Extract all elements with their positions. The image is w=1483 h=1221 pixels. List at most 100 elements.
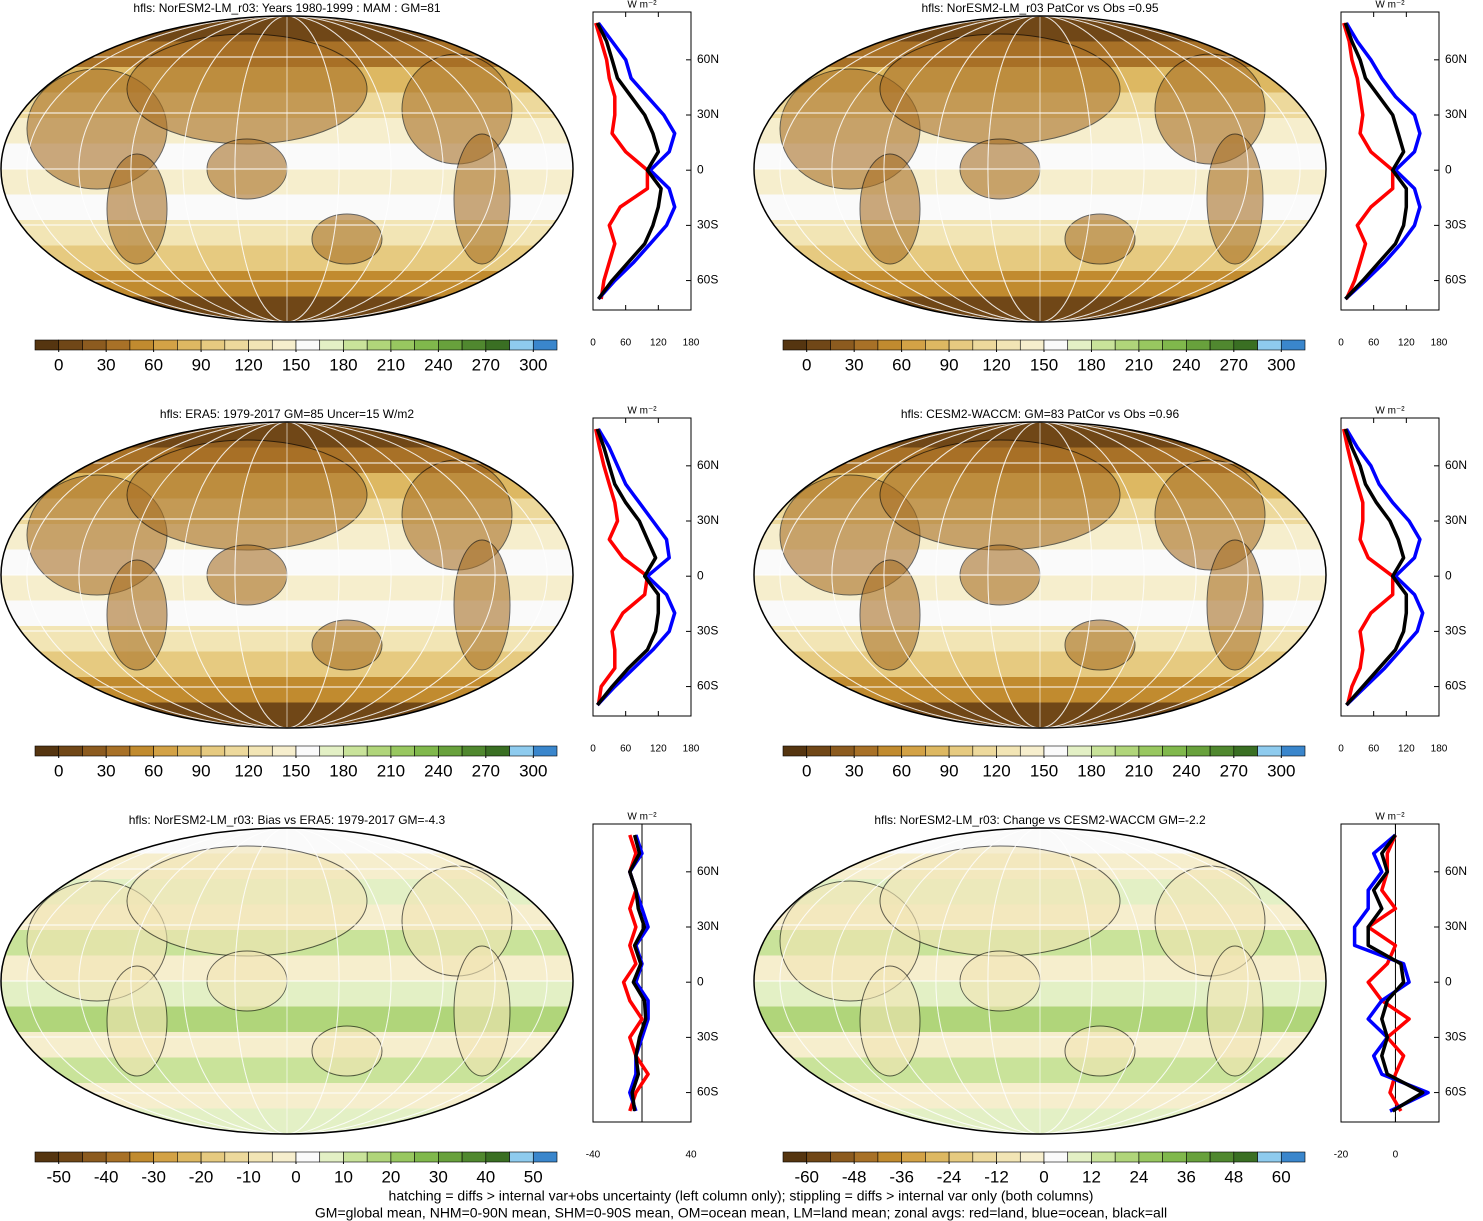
colorbar-box bbox=[1043, 339, 1069, 351]
land bbox=[1064, 619, 1136, 671]
land bbox=[859, 153, 921, 265]
colorbar-label: 30 bbox=[845, 761, 864, 780]
colorbar-box bbox=[782, 339, 808, 351]
colorbar-box bbox=[1186, 339, 1211, 351]
colorbar-label: 60 bbox=[144, 355, 163, 374]
profile-frame bbox=[1340, 11, 1440, 311]
colorbar-box bbox=[972, 339, 997, 351]
y-tick-label: 60N bbox=[697, 458, 719, 472]
profile-line bbox=[596, 428, 677, 707]
colorbar-box bbox=[830, 745, 855, 757]
graticule bbox=[935, 828, 1145, 1134]
map-title: hfls: NorESM2-LM_r03: Years 1980-1999 : … bbox=[133, 1, 440, 15]
colorbar-box bbox=[82, 339, 107, 351]
land bbox=[453, 133, 511, 265]
colorbar-box bbox=[1138, 1151, 1163, 1163]
colorbar-label: 90 bbox=[192, 761, 211, 780]
colorbar-label: 150 bbox=[1030, 355, 1058, 374]
colorbar-box bbox=[877, 1151, 902, 1163]
colorbar-label: 0 bbox=[1039, 1167, 1048, 1186]
colorbar-box bbox=[319, 339, 344, 351]
profile-line bbox=[1352, 833, 1430, 1113]
colorbar-box bbox=[271, 745, 297, 757]
land bbox=[859, 559, 921, 671]
colorbar-label: 240 bbox=[1172, 761, 1200, 780]
colorbar-label: 40 bbox=[476, 1167, 495, 1186]
colorbar-label: 270 bbox=[472, 761, 500, 780]
colorbar-label: 48 bbox=[1224, 1167, 1243, 1186]
colorbar-box bbox=[1257, 339, 1282, 351]
colorbar-box bbox=[366, 1151, 392, 1163]
land bbox=[106, 965, 168, 1077]
profile-line bbox=[596, 21, 677, 301]
colorbar-label: 12 bbox=[1082, 1167, 1101, 1186]
colorbar-label: 150 bbox=[282, 355, 310, 374]
y-tick-label: 30N bbox=[1445, 919, 1467, 933]
colorbar-box bbox=[509, 339, 534, 351]
colorbar-box bbox=[34, 339, 60, 351]
colorbar-box bbox=[532, 745, 558, 757]
colorbar-label: 20 bbox=[381, 1167, 400, 1186]
y-tick-label: 60S bbox=[1445, 679, 1466, 693]
colorbar-box bbox=[224, 745, 249, 757]
colorbar-box bbox=[972, 745, 997, 757]
colorbar-box bbox=[129, 339, 154, 351]
colorbar-box bbox=[1280, 1151, 1306, 1163]
colorbar-label: -24 bbox=[937, 1167, 962, 1186]
land bbox=[126, 33, 368, 145]
colorbar-label: -50 bbox=[46, 1167, 71, 1186]
colorbar-box bbox=[1091, 1151, 1116, 1163]
graticule bbox=[78, 828, 496, 1134]
profile-line bbox=[1344, 22, 1422, 301]
colorbar-box bbox=[853, 1151, 879, 1163]
map-title: hfls: NorESM2-LM_r03 PatCor vs Obs =0.95 bbox=[921, 1, 1158, 15]
colorbar-box bbox=[200, 339, 226, 351]
colorbar-box bbox=[782, 745, 808, 757]
colorbar-box bbox=[34, 1151, 60, 1163]
y-tick-label: 30S bbox=[1445, 218, 1466, 232]
y-tick-label: 30N bbox=[1445, 107, 1467, 121]
colorbar-box bbox=[34, 745, 60, 757]
colorbar-label: -48 bbox=[842, 1167, 867, 1186]
profile-line bbox=[1366, 833, 1425, 1113]
land bbox=[879, 439, 1121, 551]
map-title: hfls: CESM2-WACCM: GM=83 PatCor vs Obs =… bbox=[901, 407, 1180, 421]
colorbar-box bbox=[129, 1151, 154, 1163]
graticule bbox=[26, 422, 548, 728]
footer-line: hatching = diffs > internal var+obs unce… bbox=[389, 1188, 1094, 1204]
x-tick-label: 0 bbox=[1393, 1150, 1399, 1161]
colorbar-box bbox=[1280, 745, 1306, 757]
colorbar-label: 120 bbox=[982, 355, 1010, 374]
x-tick-label: -40 bbox=[586, 1150, 601, 1161]
colorbar-box bbox=[972, 1151, 997, 1163]
map-outline bbox=[0, 827, 574, 1135]
y-tick-label: 60N bbox=[1445, 458, 1467, 472]
colorbar-label: 90 bbox=[940, 355, 959, 374]
profile-line bbox=[1344, 428, 1425, 707]
colorbar-box bbox=[271, 339, 297, 351]
colorbar-box bbox=[224, 339, 249, 351]
x-tick-label: 60 bbox=[1368, 338, 1380, 349]
colorbar-box bbox=[295, 745, 321, 757]
colorbar-label: 120 bbox=[982, 761, 1010, 780]
colorbar-box bbox=[1019, 1151, 1045, 1163]
graticule bbox=[831, 422, 1249, 728]
colorbar-box bbox=[295, 1151, 321, 1163]
x-tick-label: 60 bbox=[620, 744, 632, 755]
colorbar-box bbox=[461, 339, 487, 351]
colorbar-box bbox=[1233, 339, 1258, 351]
colorbar-box bbox=[177, 339, 202, 351]
colorbar-box bbox=[319, 745, 344, 757]
colorbar-box bbox=[1114, 1151, 1140, 1163]
profile-line bbox=[1366, 834, 1411, 1112]
graticule bbox=[130, 422, 444, 728]
graticule bbox=[130, 828, 444, 1134]
map-body bbox=[1, 16, 573, 322]
graticule bbox=[883, 828, 1197, 1134]
x-tick-label: 0 bbox=[1338, 338, 1344, 349]
y-tick-label: 60N bbox=[1445, 52, 1467, 66]
colorbar-box bbox=[948, 745, 974, 757]
y-tick-label: 30S bbox=[1445, 1030, 1466, 1044]
colorbar-label: 210 bbox=[377, 355, 405, 374]
graticule bbox=[883, 16, 1197, 322]
